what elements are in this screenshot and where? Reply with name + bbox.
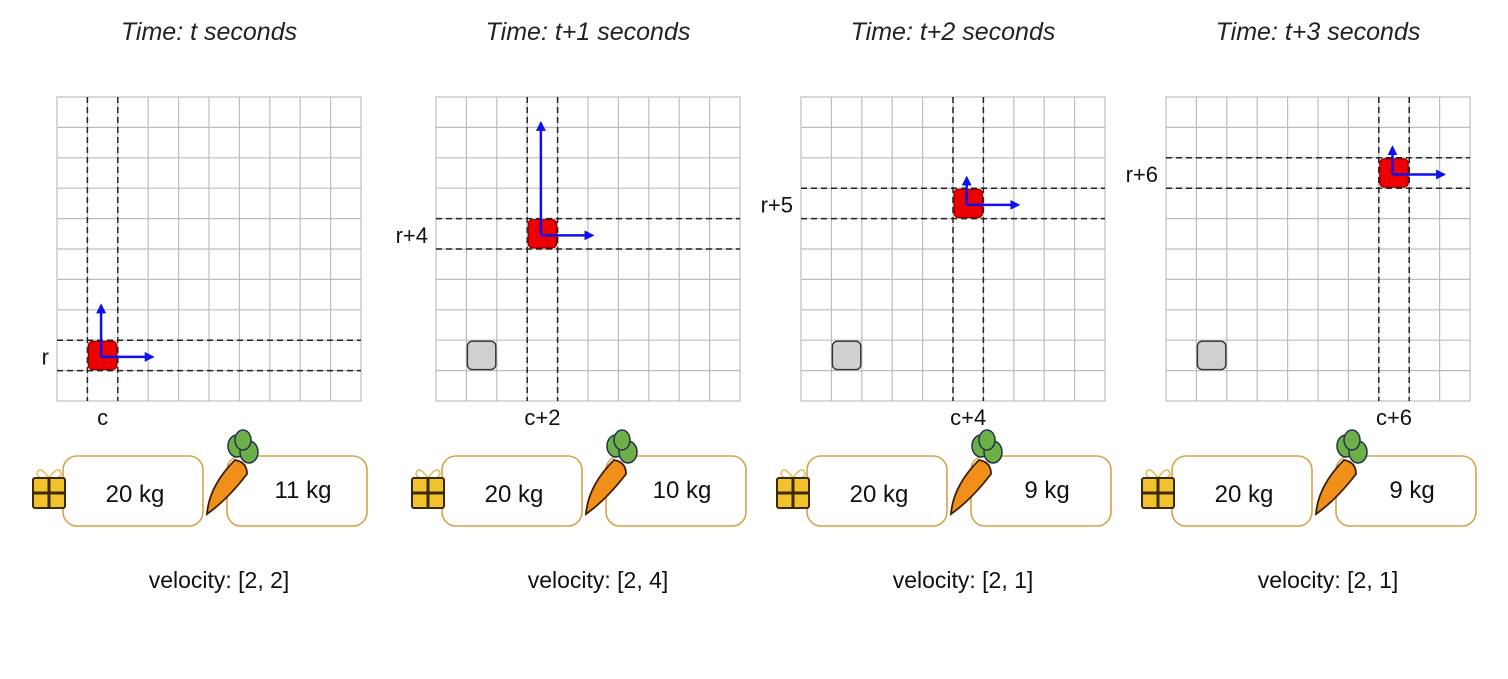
velocity-text: velocity: [2, 1] [1258, 567, 1399, 593]
panel-title: Time: t+2 seconds [851, 18, 1056, 46]
panel-title: Time: t+1 seconds [486, 18, 691, 46]
velocity-text: velocity: [2, 1] [893, 567, 1034, 593]
time-panel: Time: t+2 seconds r+5 c+4 20 kg 9 kg velocity… [761, 18, 1112, 593]
agent-block [953, 188, 983, 219]
carrot-icon [949, 429, 1003, 516]
panel-title: Time: t seconds [121, 18, 297, 46]
gift-icon [776, 469, 810, 509]
gift-icon [32, 469, 66, 509]
guide-lines [1166, 97, 1470, 401]
carrot-weight-text: 9 kg [1024, 477, 1069, 504]
row-label: r+5 [761, 193, 793, 218]
obstacle-block [466, 340, 497, 371]
gift-weight-text: 20 kg [850, 481, 909, 508]
velocity-text: velocity: [2, 4] [528, 567, 669, 593]
velocity-text: velocity: [2, 2] [149, 567, 290, 593]
carrot-icon [584, 429, 638, 516]
gift-icon [411, 469, 445, 509]
panel-title: Time: t+3 seconds [1216, 18, 1421, 46]
carrot-icon [1314, 429, 1368, 516]
col-label: c+6 [1376, 405, 1412, 430]
gift-weight-text: 20 kg [1215, 481, 1274, 508]
col-label: c [97, 405, 108, 430]
obstacle-block [831, 340, 862, 371]
time-panel: Time: t+1 seconds r+4 c+2 20 kg 10 kg velocit… [396, 18, 747, 593]
row-label: r+4 [396, 223, 428, 248]
agent-block [87, 340, 118, 371]
guide-lines [436, 97, 740, 401]
carrot-weight-text: 10 kg [653, 477, 712, 504]
agent-block [1379, 158, 1409, 188]
time-panel: Time: t+3 seconds r+6 c+6 20 kg 9 kg velocity… [1126, 18, 1477, 593]
time-panel: Time: t seconds r c 20 kg 11 kg velocity: [2,… [32, 18, 368, 593]
guide-lines [57, 97, 361, 401]
carrot-weight-text: 11 kg [275, 477, 332, 504]
row-label: r [42, 345, 49, 370]
gift-weight-text: 20 kg [106, 481, 165, 508]
agent-block [527, 219, 558, 249]
gift-icon [1141, 469, 1175, 509]
col-label: c+4 [950, 405, 986, 430]
guide-lines [801, 97, 1105, 401]
carrot-icon [205, 429, 259, 516]
col-label: c+2 [524, 405, 560, 430]
carrot-weight-text: 9 kg [1389, 477, 1434, 504]
row-label: r+6 [1126, 162, 1158, 187]
gift-weight-text: 20 kg [485, 481, 544, 508]
obstacle-block [1196, 340, 1227, 371]
